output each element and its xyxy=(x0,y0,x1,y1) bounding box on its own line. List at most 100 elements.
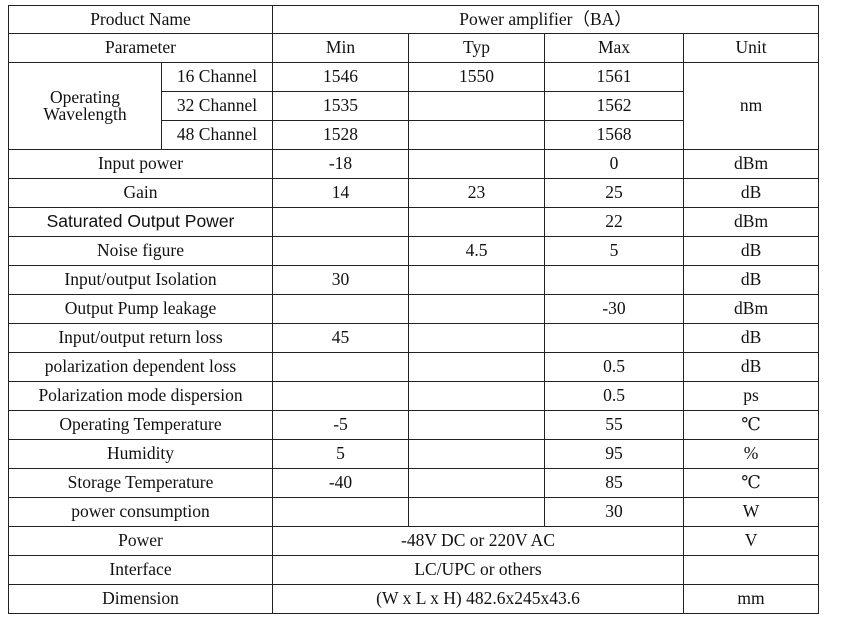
typ-value xyxy=(408,468,546,498)
max-value: 22 xyxy=(544,207,685,237)
typ-value: 4.5 xyxy=(408,236,546,266)
max-value: 85 xyxy=(544,468,685,498)
unit-value: dB xyxy=(683,323,820,353)
min-value xyxy=(272,497,410,527)
parameter-header: Parameter xyxy=(7,33,274,63)
max-value: 0 xyxy=(544,149,685,179)
min-value: 30 xyxy=(272,265,410,295)
max-value: 55 xyxy=(544,410,685,440)
column-header-row: Parameter Min Typ Max Unit xyxy=(7,33,820,63)
min-header: Min xyxy=(272,33,410,63)
spec-table: Product Name Power amplifier（BA） Paramet… xyxy=(7,5,820,614)
table-row: Output Pump leakage -30 dBm xyxy=(7,294,820,324)
min-value: 1546 xyxy=(272,62,410,92)
min-value xyxy=(272,352,410,382)
unit-value: mm xyxy=(683,584,820,614)
parameter-name: Polarization mode dispersion xyxy=(7,381,274,411)
max-value: 0.5 xyxy=(544,381,685,411)
unit-value: dB xyxy=(683,178,820,208)
table-row: Input/output return loss 45 dB xyxy=(7,323,820,353)
unit-value: dB xyxy=(683,236,820,266)
unit-value: dBm xyxy=(683,207,820,237)
parameter-name: Input/output Isolation xyxy=(7,265,274,295)
unit-value: V xyxy=(683,526,820,556)
min-value xyxy=(272,236,410,266)
min-value: -40 xyxy=(272,468,410,498)
table-row: Saturated Output Power 22 dBm xyxy=(7,207,820,237)
max-value: 1562 xyxy=(544,91,685,121)
table-row: Input power -18 0 dBm xyxy=(7,149,820,179)
product-name-row: Product Name Power amplifier（BA） xyxy=(7,5,820,34)
parameter-name: power consumption xyxy=(7,497,274,527)
table-row: polarization dependent loss 0.5 dB xyxy=(7,352,820,382)
unit-value: dBm xyxy=(683,294,820,324)
parameter-name: Power xyxy=(7,526,274,556)
unit-value: W xyxy=(683,497,820,527)
max-value: 30 xyxy=(544,497,685,527)
unit-value: ℃ xyxy=(683,468,820,498)
channel-label: 32 Channel xyxy=(160,91,274,121)
max-value: 95 xyxy=(544,439,685,469)
parameter-name: Noise figure xyxy=(7,236,274,266)
max-value: 1568 xyxy=(544,120,685,150)
table-row: Storage Temperature -40 85 ℃ xyxy=(7,468,820,498)
min-value: 1535 xyxy=(272,91,410,121)
wavelength-row-16: Operating Wavelength 16 Channel 1546 1550… xyxy=(8,62,820,150)
max-value xyxy=(544,323,685,353)
parameter-name: Storage Temperature xyxy=(7,468,274,498)
typ-header: Typ xyxy=(408,33,546,63)
dimension-row: Dimension (W x L x H) 482.6x245x43.6 mm xyxy=(7,584,820,614)
table-row: Input/output Isolation 30 dB xyxy=(7,265,820,295)
typ-value xyxy=(408,323,546,353)
parameter-name: Input/output return loss xyxy=(7,323,274,353)
product-name-value: Power amplifier（BA） xyxy=(272,5,820,34)
min-value: 14 xyxy=(272,178,410,208)
interface-value: LC/UPC or others xyxy=(272,555,685,585)
parameter-name: Humidity xyxy=(7,439,274,469)
max-value xyxy=(544,265,685,295)
parameter-name: Saturated Output Power xyxy=(7,207,274,237)
interface-row: Interface LC/UPC or others xyxy=(7,555,820,585)
unit-value: % xyxy=(683,439,820,469)
channel-label: 16 Channel xyxy=(160,62,274,92)
typ-value xyxy=(408,265,546,295)
wavelength-unit: nm xyxy=(683,62,820,150)
table-row: Noise figure 4.5 5 dB xyxy=(7,236,820,266)
typ-value: 1550 xyxy=(408,62,546,92)
unit-value: dB xyxy=(683,352,820,382)
typ-value xyxy=(408,149,546,179)
min-value: -5 xyxy=(272,410,410,440)
max-value: 25 xyxy=(544,178,685,208)
parameter-name: Operating Temperature xyxy=(7,410,274,440)
power-value: -48V DC or 220V AC xyxy=(272,526,685,556)
typ-value xyxy=(408,352,546,382)
typ-value xyxy=(408,207,546,237)
min-value xyxy=(272,381,410,411)
product-name-label: Product Name xyxy=(7,5,274,34)
table-row: power consumption 30 W xyxy=(7,497,820,527)
min-value: 45 xyxy=(272,323,410,353)
table-row: Polarization mode dispersion 0.5 ps xyxy=(7,381,820,411)
max-header: Max xyxy=(544,33,685,63)
typ-value: 23 xyxy=(408,178,546,208)
min-value xyxy=(272,207,410,237)
max-value: -30 xyxy=(544,294,685,324)
typ-value xyxy=(408,497,546,527)
power-row: Power -48V DC or 220V AC V xyxy=(7,526,820,556)
parameter-name: Interface xyxy=(7,555,274,585)
max-value: 0.5 xyxy=(544,352,685,382)
unit-value: dB xyxy=(683,265,820,295)
channel-label: 48 Channel xyxy=(160,120,274,150)
parameter-name: Dimension xyxy=(7,584,274,614)
operating-wavelength-label: Operating Wavelength xyxy=(8,62,162,150)
typ-value xyxy=(408,120,546,150)
dimension-value: (W x L x H) 482.6x245x43.6 xyxy=(272,584,685,614)
wavelength-row-32: 32 Channel 1535 1562 xyxy=(9,91,819,121)
parameter-name: Gain xyxy=(7,178,274,208)
max-value: 5 xyxy=(544,236,685,266)
max-value: 1561 xyxy=(544,62,685,92)
parameter-name: polarization dependent loss xyxy=(7,352,274,382)
operating-wavelength-label-line1: Operating xyxy=(50,86,120,107)
wavelength-row-48: 48 Channel 1528 1568 xyxy=(9,120,819,150)
table-row: Gain 14 23 25 dB xyxy=(7,178,820,208)
